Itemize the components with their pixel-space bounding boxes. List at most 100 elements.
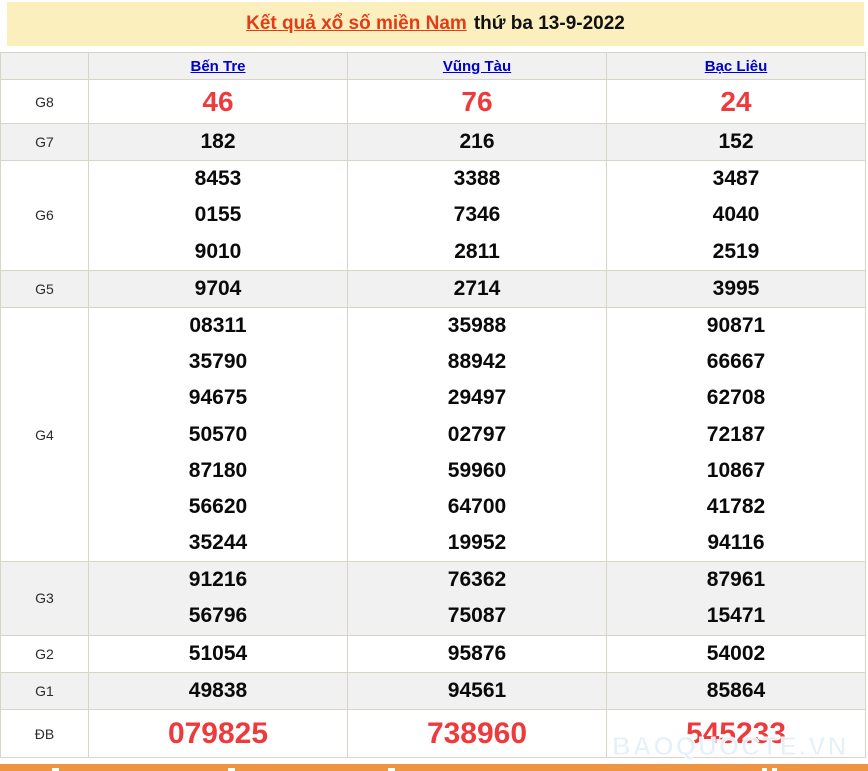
result-number: 2811	[454, 239, 500, 263]
result-number: 95876	[447, 641, 507, 665]
result-number: 90871	[706, 313, 766, 337]
result-cell: 51054	[88, 634, 348, 673]
cutoff-text-mark	[772, 768, 777, 771]
result-number: 50570	[188, 422, 248, 446]
prize-row-G4: G4 08311 35790 94675 50570 87180 56620 35244 359…	[0, 306, 866, 563]
result-number: 54002	[706, 641, 766, 665]
results-table: Bến Tre Vũng Tàu Bạc Liêu G8 46 76 24 G7 182 2…	[0, 52, 866, 758]
result-cell: 46	[88, 79, 348, 124]
result-number: 545233	[685, 717, 787, 750]
result-number: 3487	[712, 167, 760, 191]
column-header-row: Bến Tre Vũng Tàu Bạc Liêu	[0, 52, 866, 80]
result-number: 76	[461, 86, 493, 117]
column-header-ben-tre: Bến Tre	[88, 52, 348, 80]
result-number: 19952	[447, 531, 507, 555]
result-number: 8453	[194, 167, 242, 191]
column-link-vung-tau[interactable]: Vũng Tàu	[442, 57, 512, 75]
result-number: 94675	[188, 386, 248, 410]
prize-label: G2	[0, 634, 89, 673]
result-number: 56796	[188, 604, 248, 628]
result-cell: 8453 0155 9010	[88, 160, 348, 271]
result-number: 216	[459, 130, 495, 153]
column-header-bac-lieu: Bạc Liêu	[606, 52, 866, 80]
result-number: 3995	[712, 276, 760, 300]
result-number: 35988	[447, 313, 507, 337]
result-number: 24	[720, 86, 752, 117]
result-number: 59960	[447, 458, 507, 482]
result-number: 2519	[712, 239, 760, 263]
prize-row-G5: G5 9704 2714 3995	[0, 269, 866, 308]
result-number: 738960	[426, 717, 528, 750]
result-cell: 24	[606, 79, 866, 124]
prize-label: G5	[0, 269, 89, 308]
prize-label: G7	[0, 122, 89, 162]
cutoff-text-mark	[228, 768, 235, 771]
result-number: 88942	[447, 350, 507, 374]
prize-label: G3	[0, 561, 89, 636]
result-number: 08311	[189, 313, 247, 337]
result-number: 10867	[706, 458, 766, 482]
result-number: 87961	[706, 568, 766, 592]
prize-row-G6: G6 8453 0155 9010 3388 7346 2811 3487 4040 2519	[0, 160, 866, 271]
lottery-banner: Kết quả xổ số miền Nam thứ ba 13-9-2022	[7, 2, 864, 46]
result-cell: 3388 7346 2811	[347, 160, 607, 271]
bottom-cutoff-bar	[0, 764, 868, 771]
result-number: 0155	[194, 203, 242, 227]
result-number: 87180	[188, 458, 248, 482]
result-number: 94116	[707, 531, 765, 555]
prize-row-ĐB: ĐB 079825 738960 545233	[0, 709, 866, 758]
prize-row-G2: G2 51054 95876 54002	[0, 634, 866, 673]
result-cell: 079825	[88, 709, 348, 758]
column-header-vung-tau: Vũng Tàu	[347, 52, 607, 80]
result-number: 152	[718, 130, 754, 153]
result-cell: 87961 15471	[606, 561, 866, 636]
result-number: 35244	[188, 531, 248, 555]
result-cell: 54002	[606, 634, 866, 673]
result-number: 94561	[447, 678, 507, 702]
result-cell: 35988 88942 29497 02797 59960 64700 19952	[347, 306, 607, 563]
result-cell: 90871 66667 62708 72187 10867 41782 94116	[606, 306, 866, 563]
result-number: 91216	[188, 568, 248, 592]
result-number: 62708	[706, 386, 766, 410]
result-cell: 08311 35790 94675 50570 87180 56620 35244	[88, 306, 348, 563]
result-cell: 152	[606, 122, 866, 162]
result-cell: 95876	[347, 634, 607, 673]
cutoff-text-mark	[388, 768, 395, 771]
prize-row-G7: G7 182 216 152	[0, 122, 866, 162]
prize-label: G1	[0, 671, 89, 711]
result-number: 3388	[453, 167, 501, 191]
result-cell: 94561	[347, 671, 607, 711]
result-number: 85864	[706, 678, 766, 702]
prize-label: G4	[0, 306, 89, 563]
result-number: 35790	[188, 350, 248, 374]
result-number: 56620	[188, 494, 248, 518]
result-cell: 76362 75087	[347, 561, 607, 636]
result-cell: 545233	[606, 709, 866, 758]
lottery-title-date: thứ ba 13-9-2022	[473, 13, 625, 34]
result-cell: 3995	[606, 269, 866, 308]
lottery-title-link[interactable]: Kết quả xổ số miền Nam	[246, 13, 467, 34]
result-number: 2714	[453, 276, 501, 300]
result-cell: 49838	[88, 671, 348, 711]
result-number: 75087	[447, 604, 507, 628]
column-link-bac-lieu[interactable]: Bạc Liêu	[704, 57, 768, 75]
result-number: 66667	[706, 350, 766, 374]
result-number: 079825	[167, 717, 269, 750]
result-number: 41782	[706, 494, 766, 518]
result-number: 64700	[447, 494, 507, 518]
result-number: 15471	[706, 604, 766, 628]
result-number: 9010	[194, 239, 242, 263]
result-number: 51054	[188, 641, 248, 665]
result-number: 29497	[447, 386, 507, 410]
prize-row-G1: G1 49838 94561 85864	[0, 671, 866, 711]
result-number: 4040	[712, 203, 760, 227]
result-cell: 76	[347, 79, 607, 124]
result-number: 02797	[447, 422, 507, 446]
prize-label: ĐB	[0, 709, 89, 758]
result-cell: 216	[347, 122, 607, 162]
result-number: 49838	[188, 678, 248, 702]
result-number: 72187	[706, 422, 766, 446]
prize-label: G8	[0, 79, 89, 124]
column-link-ben-tre[interactable]: Bến Tre	[190, 57, 246, 75]
